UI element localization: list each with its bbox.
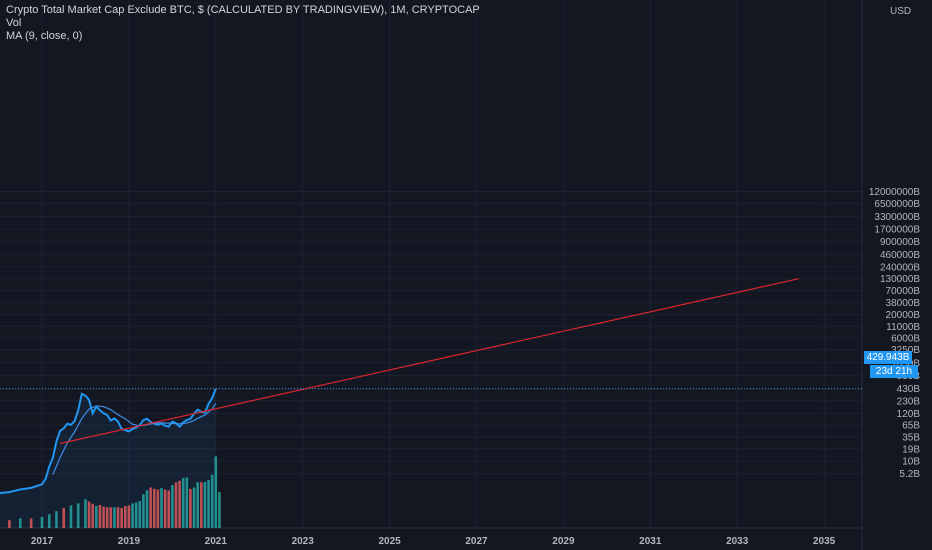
- volume-bar: [40, 516, 44, 528]
- y-tick-label: 430B: [897, 384, 921, 395]
- y-tick-label: 10B: [902, 457, 920, 468]
- y-tick-label: 3300000B: [874, 212, 920, 223]
- volume-bar: [102, 506, 105, 528]
- volume-bar: [189, 488, 192, 528]
- volume-bar: [123, 506, 127, 528]
- volume-bar: [210, 474, 214, 528]
- volume-bar: [207, 479, 210, 528]
- volume-bar: [109, 507, 113, 528]
- countdown-tag: 23d 21h: [870, 365, 918, 378]
- y-tick-label: 120B: [897, 409, 921, 420]
- y-tick-label: 460000B: [880, 250, 920, 261]
- volume-bar: [127, 505, 131, 528]
- currency-label: USD: [890, 6, 912, 17]
- ma-line: [52, 403, 217, 475]
- y-tick-label: 240000B: [880, 262, 920, 273]
- volume-bar: [160, 488, 163, 528]
- volume-bar: [142, 494, 145, 528]
- price-line: [0, 388, 217, 495]
- x-tick-label: 2021: [205, 536, 228, 547]
- volume-bar: [196, 482, 199, 528]
- price-area: [0, 388, 216, 528]
- x-tick-label: 2033: [726, 536, 749, 547]
- y-tick-label: 130000B: [880, 274, 920, 285]
- y-tick-label: 19B: [902, 444, 920, 455]
- x-tick-label: 2031: [639, 536, 662, 547]
- volume-bar: [131, 503, 134, 528]
- volume-bar: [138, 501, 142, 528]
- chart-title[interactable]: Crypto Total Market Cap Exclude BTC, $ (…: [6, 4, 480, 16]
- x-tick-label: 2019: [118, 536, 141, 547]
- volume-bar: [29, 518, 33, 528]
- x-tick-label: 2035: [813, 536, 836, 547]
- volume-bar: [218, 492, 221, 528]
- y-tick-label: 70000B: [886, 286, 921, 297]
- y-tick-label: 6000B: [891, 333, 920, 344]
- volume-bar: [55, 511, 58, 528]
- volume-bar: [200, 482, 203, 528]
- volume-bar: [185, 477, 189, 528]
- volume-bar: [91, 503, 94, 528]
- x-tick-label: 2023: [292, 536, 315, 547]
- volume-bar: [62, 507, 66, 528]
- volume-bar: [113, 507, 116, 528]
- y-tick-label: 20000B: [886, 310, 921, 321]
- y-tick-label: 6500000B: [874, 199, 920, 210]
- y-tick-label: 35B: [902, 433, 920, 444]
- volume-bar: [47, 514, 51, 528]
- x-tick-label: 2029: [552, 536, 575, 547]
- x-tick-label: 2025: [378, 536, 401, 547]
- volume-bar: [98, 504, 102, 528]
- volume-bar: [120, 507, 123, 528]
- volume-bar: [84, 499, 87, 528]
- volume-bar: [149, 487, 152, 528]
- volume-bar: [87, 501, 91, 528]
- volume-bar: [18, 518, 22, 528]
- volume-bar: [95, 506, 98, 528]
- volume-bar: [171, 485, 174, 528]
- volume-bar: [214, 456, 218, 528]
- volume-bar: [156, 489, 160, 528]
- volume-bar: [8, 520, 11, 528]
- y-tick-label: 5.2B: [899, 469, 920, 480]
- volume-bar: [181, 478, 185, 528]
- y-tick-label: 65B: [902, 421, 920, 432]
- y-tick-label: 1700000B: [874, 225, 920, 236]
- volume-bar: [116, 507, 120, 528]
- volume-bar: [105, 507, 109, 528]
- volume-bar: [203, 481, 207, 528]
- y-tick-label: 230B: [897, 396, 921, 407]
- volume-bar: [134, 502, 138, 528]
- volume-bar: [192, 487, 196, 528]
- volume-bar: [174, 482, 178, 528]
- volume-bar: [145, 490, 149, 528]
- y-tick-label: 900000B: [880, 237, 920, 248]
- volume-bar: [76, 503, 80, 528]
- volume-legend[interactable]: Vol: [6, 17, 22, 29]
- trend-line: [59, 278, 799, 445]
- volume-bar: [152, 488, 156, 528]
- x-tick-label: 2027: [465, 536, 488, 547]
- volume-bar: [163, 489, 167, 528]
- y-tick-label: 3250B: [891, 345, 920, 356]
- chart-legend: Crypto Total Market Cap Exclude BTC, $ (…: [6, 4, 480, 43]
- last-price-tag: 429.943B: [864, 351, 912, 364]
- x-tick-label: 2017: [31, 536, 54, 547]
- y-tick-label: 38000B: [886, 298, 921, 309]
- ma-legend[interactable]: MA (9, close, 0): [6, 30, 83, 42]
- volume-bar: [178, 480, 181, 528]
- y-tick-label: 12000000B: [869, 187, 920, 198]
- volume-bar: [69, 505, 73, 528]
- y-tick-label: 11000B: [886, 322, 920, 333]
- volume-bar: [167, 490, 171, 528]
